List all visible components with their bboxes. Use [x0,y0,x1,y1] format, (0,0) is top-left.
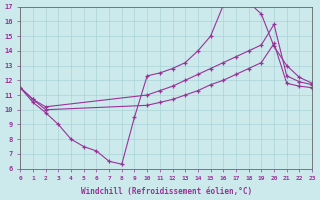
X-axis label: Windchill (Refroidissement éolien,°C): Windchill (Refroidissement éolien,°C) [81,187,252,196]
